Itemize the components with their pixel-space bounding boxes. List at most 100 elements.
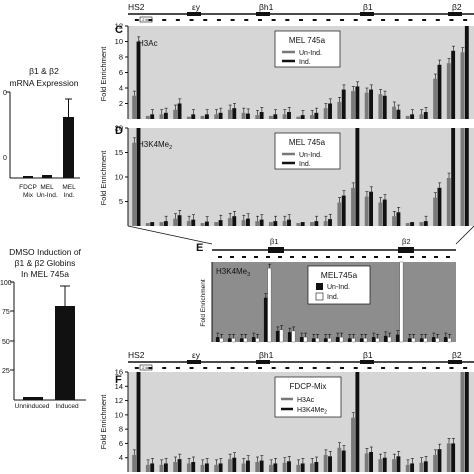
bar-b: [136, 372, 141, 472]
bar-b: [464, 26, 469, 119]
bar-a: [263, 297, 268, 342]
left-top-cat: Un-Ind.: [36, 192, 58, 199]
bar-a: [446, 177, 451, 226]
bar-a: [323, 108, 328, 119]
bar-b: [363, 338, 368, 343]
bar-b: [451, 443, 456, 472]
bar-b: [267, 267, 272, 343]
amplicon-marker: [338, 256, 342, 258]
amplicon-marker: [148, 367, 153, 369]
bar-a: [227, 459, 232, 472]
bar-a: [433, 454, 438, 472]
bar-a: [186, 221, 191, 226]
panel-e-zoom-line-right: [455, 225, 474, 245]
bar-b: [327, 338, 332, 343]
bar-b: [339, 336, 344, 343]
bar-a: [446, 63, 451, 119]
panel-d-mark: H3K4Me2: [138, 140, 172, 151]
panel-c: C 12 10 8 6 4 2 H3Ac MEL 745a Un-Ind. Ind. Fo…: [99, 22, 474, 119]
amplicon-marker: [266, 256, 270, 258]
panel-c-ticks: 12 10 8 6 4 2: [115, 22, 128, 108]
panel-f-letter: F: [115, 374, 122, 386]
bar-a: [407, 338, 412, 342]
bar-b: [150, 114, 155, 119]
bar-a: [275, 330, 280, 342]
panel-e: E β1 β2 H3K4Me3 MEL745a Un-Ind. Ind. Fol…: [127, 225, 474, 343]
bar-a: [173, 109, 178, 119]
bar-a: [323, 221, 328, 226]
bar-b: [464, 372, 469, 472]
panel-c-letter: C: [115, 24, 123, 36]
bar-a: [296, 223, 301, 226]
bar-a: [311, 338, 316, 342]
bar-a: [299, 337, 304, 342]
bar-a: [159, 114, 164, 119]
bar-b: [341, 195, 346, 226]
bar-b: [177, 215, 182, 226]
bar-b: [369, 191, 374, 226]
map-amplicon-row: [134, 19, 468, 21]
bar-b: [435, 338, 440, 343]
panel-e-amplicon-row: [218, 256, 450, 258]
left-top-title-1: β1 & β2: [29, 66, 59, 76]
amplicon-marker: [374, 256, 378, 258]
amplicon-marker: [290, 256, 294, 258]
bar-a: [296, 116, 301, 119]
bar-b: [255, 338, 260, 343]
panel-e-legend-ind: Ind.: [327, 294, 339, 301]
amplicon-marker: [435, 19, 440, 21]
left-top-chart: β1 & β2 mRNA Expression 0 0 FDCP Mix MEL…: [3, 66, 80, 199]
bar-a: [214, 222, 219, 226]
bar-a: [132, 142, 137, 226]
amplicon-marker: [435, 367, 440, 369]
bar-b: [396, 212, 401, 226]
amplicon-marker: [449, 19, 454, 21]
amplicon-marker: [394, 367, 399, 369]
bar-a: [310, 463, 314, 472]
bar-a: [215, 337, 220, 342]
map-scale-label: 2 kb: [142, 17, 150, 22]
bar-b: [314, 462, 319, 472]
map-label-hs2: HS2: [128, 350, 145, 360]
left-bottom-bar-uninduced: [23, 397, 43, 400]
bar-b: [451, 50, 456, 119]
y-tick-label: 8: [119, 53, 123, 62]
map-gene-b2: [448, 12, 462, 16]
amplicon-marker: [326, 367, 331, 369]
bar-b: [396, 109, 401, 119]
bar-b: [303, 336, 308, 343]
bar-a: [214, 114, 219, 119]
panel-e-ylabel: Fold Enrichment: [200, 279, 207, 327]
bar-b: [315, 338, 320, 343]
bar-b: [355, 128, 360, 226]
bar-a: [364, 453, 369, 472]
amplicon-marker: [242, 256, 246, 258]
amplicon-marker: [353, 19, 358, 21]
bar-a: [433, 78, 438, 119]
amplicon-marker: [230, 256, 234, 258]
amplicon-marker: [278, 256, 282, 258]
amplicon-marker: [271, 19, 276, 21]
bar-a: [296, 464, 301, 472]
map-label-hs2: HS2: [128, 2, 145, 12]
panel-d-letter: D: [115, 125, 123, 137]
bar-b: [218, 463, 223, 472]
panel-f-legend-h3k4me2-base: H3K4Me: [297, 407, 324, 414]
bar-b: [177, 103, 182, 119]
bar-b: [136, 41, 141, 119]
panel-e-zoom-line-left: [127, 225, 213, 245]
bar-a: [186, 463, 191, 472]
amplicon-marker: [381, 367, 386, 369]
bar-a: [419, 114, 424, 119]
bar-b: [273, 221, 278, 226]
amplicon-marker: [244, 19, 249, 21]
bar-a: [145, 115, 150, 119]
y-tick-label: 6: [119, 68, 123, 77]
amplicon-marker: [449, 367, 454, 369]
panel-e-legend-swatch-unind: [316, 283, 323, 290]
amplicon-marker: [353, 367, 358, 369]
bar-a: [378, 459, 383, 472]
bar-a: [159, 222, 164, 226]
bar-b: [243, 338, 248, 343]
panel-d-legend-title: MEL 745a: [289, 138, 326, 147]
